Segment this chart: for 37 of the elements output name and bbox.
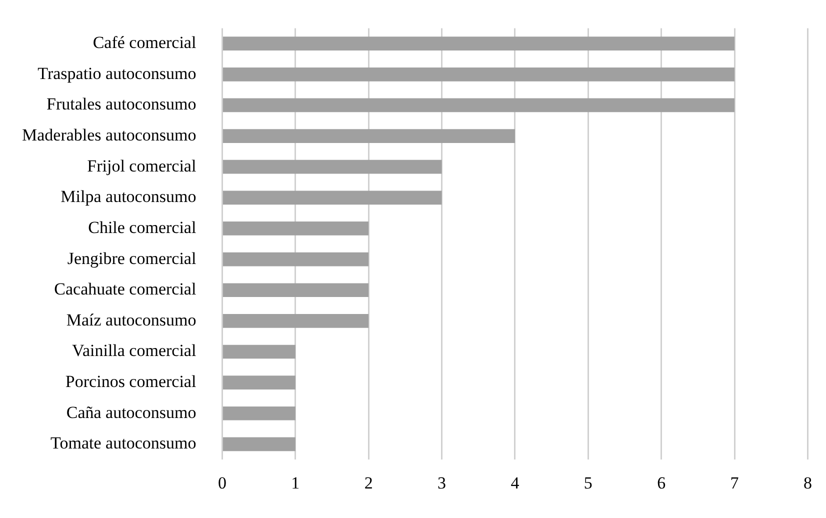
bar (222, 129, 515, 143)
bar (222, 344, 296, 359)
bar (222, 376, 296, 390)
x-tick-label: 5 (584, 473, 592, 492)
x-tick-label: 6 (657, 473, 666, 492)
bar (222, 252, 369, 266)
y-tick-label: Traspatio autoconsumo (38, 64, 196, 83)
y-tick-label: Caña autoconsumo (66, 402, 196, 422)
bar (222, 283, 369, 298)
y-tick-label: Milpa autoconsumo (60, 187, 196, 206)
bar (222, 406, 296, 420)
x-tick-label: 3 (438, 473, 446, 492)
bar (222, 36, 735, 51)
y-tick-label: Maíz autoconsumo (66, 310, 196, 330)
bar (222, 222, 369, 236)
y-tick-label: Frijol comercial (87, 156, 196, 176)
y-tick-label: Maderables autoconsumo (22, 126, 196, 145)
y-tick-label: Frutales autoconsumo (46, 94, 196, 114)
y-tick-label: Cacahuate comercial (54, 280, 196, 299)
bar (222, 314, 369, 328)
bar (222, 98, 735, 112)
x-tick-label: 1 (291, 473, 300, 492)
bar (222, 160, 442, 174)
x-tick-label: 0 (218, 473, 226, 492)
bar (222, 437, 296, 452)
y-tick-label: Porcinos comercial (65, 372, 196, 392)
y-tick-label: Chile comercial (88, 218, 196, 237)
y-tick-label: Jengibre comercial (67, 248, 196, 268)
y-tick-label: Café comercial (92, 33, 196, 52)
x-tick-label: 2 (364, 473, 373, 492)
y-tick-label: Vainilla comercial (72, 341, 196, 360)
y-tick-label: Tomate autoconsumo (50, 434, 196, 453)
x-tick-label: 4 (510, 473, 520, 492)
x-tick-label: 8 (804, 473, 812, 492)
bar (222, 67, 735, 82)
x-tick-label: 7 (730, 473, 740, 492)
bar (222, 190, 442, 205)
